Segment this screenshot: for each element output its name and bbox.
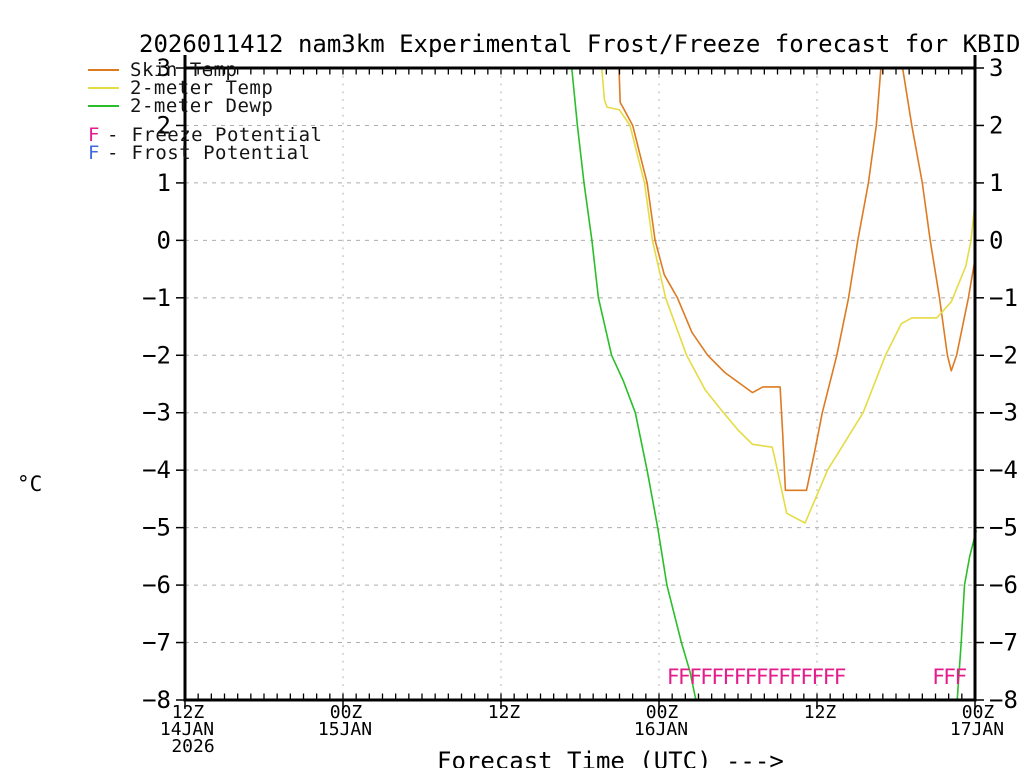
x-tick-label: 12Z (804, 702, 837, 723)
x-tick-year: 2026 (171, 736, 214, 757)
legend-label-2m-temp: 2-meter Temp (130, 77, 274, 99)
legend-label-2m-dewp: 2-meter Dewp (130, 95, 274, 117)
freeze-flag-separator: - (107, 124, 119, 146)
freeze-flag-symbol: F (88, 124, 100, 146)
x-tick-date: 14JAN (160, 719, 214, 740)
legend-label-freeze-potential: Freeze Potential (131, 124, 323, 146)
freeze-potential-marker: F (767, 665, 780, 689)
plot-frame (183, 66, 977, 702)
y-tick-label-left: −8 (142, 686, 171, 714)
freeze-potential-marker: F (823, 665, 836, 689)
x-tick-label: 12Z (172, 702, 205, 723)
freeze-potential-marker: F (932, 665, 945, 689)
legend: Skin Temp 2-meter Temp 2-meter Dewp F - … (88, 59, 323, 164)
y-tick-label-left: −1 (142, 284, 171, 312)
freeze-potential-marker: F (700, 665, 713, 689)
y-tick-label-left: −3 (142, 399, 171, 427)
freeze-potential-marker: F (789, 665, 802, 689)
series-line-2-meter-dewp (956, 530, 978, 701)
freeze-potential-marker: F (723, 665, 736, 689)
y-tick-label-left: 1 (157, 169, 171, 197)
freeze-potential-marker: F (689, 665, 702, 689)
y-tick-label-right: −8 (989, 686, 1018, 714)
y-tick-label-right: 3 (989, 54, 1003, 82)
2m-temp-line-swatch (88, 87, 119, 89)
frost-flag-symbol: F (88, 142, 100, 164)
x-axis-title: Forecast Time (UTC) ---> (437, 747, 784, 768)
y-tick-label-left: 0 (157, 226, 171, 254)
2m-dewp-line-swatch (88, 105, 119, 107)
legend-item-frost-potential: F - Frost Potential (88, 142, 322, 164)
legend-item-freeze-potential: F - Freeze Potential (88, 124, 323, 146)
y-tick-label-left: 2 (157, 111, 171, 139)
y-tick-label-right: −2 (989, 341, 1018, 369)
freeze-potential-marker: F (812, 665, 825, 689)
legend-item-2m-temp: 2-meter Temp (88, 77, 322, 99)
y-tick-label-right: −7 (989, 629, 1018, 657)
series-line-2-meter-temp (600, 68, 976, 524)
y-tick-label-left: −4 (142, 456, 171, 484)
freeze-potential-marker: F (955, 665, 968, 689)
y-axis-unit-label: °C (17, 472, 43, 496)
y-tick-label-right: 1 (989, 169, 1003, 197)
freeze-potential-marker: F (667, 665, 680, 689)
y-tick-label-right: −6 (989, 571, 1018, 599)
x-tick-date: 17JAN (950, 719, 1004, 740)
freeze-potential-marker: F (678, 665, 691, 689)
legend-flag-group: F - Freeze Potential F - Frost Potential (88, 124, 323, 164)
x-tick-date: 15JAN (318, 719, 372, 740)
frost-flag-separator: - (107, 142, 119, 164)
freeze-potential-marker: F (943, 665, 956, 689)
y-tick-label-left: −2 (142, 341, 171, 369)
x-tick-label: 00Z (646, 702, 679, 723)
y-tick-label-right: −3 (989, 399, 1018, 427)
y-tick-label-right: −5 (989, 514, 1018, 542)
freeze-potential-marker: F (800, 665, 813, 689)
y-tick-label-right: −1 (989, 284, 1018, 312)
y-tick-label-left: −5 (142, 514, 171, 542)
x-tick-label: 00Z (330, 702, 363, 723)
freeze-potential-marker: F (745, 665, 758, 689)
freeze-potential-marker: F (711, 665, 724, 689)
freeze-potential-marker: F (756, 665, 769, 689)
legend-label-frost-potential: Frost Potential (131, 142, 311, 164)
y-tick-label-left: 3 (157, 54, 171, 82)
y-tick-label-left: −7 (142, 629, 171, 657)
y-tick-label-right: −4 (989, 456, 1018, 484)
series-line-skin-temp (618, 68, 976, 492)
y-tick-label-right: 0 (989, 226, 1003, 254)
freeze-potential-marker: F (734, 665, 747, 689)
x-tick-label: 00Z (962, 702, 995, 723)
series-line-2-meter-dewp (570, 68, 697, 701)
legend-item-skin-temp: Skin Temp (88, 59, 322, 81)
skin-temp-line-swatch (88, 69, 119, 71)
freeze-potential-marker: F (778, 665, 791, 689)
legend-label-skin-temp: Skin Temp (130, 59, 238, 81)
y-tick-label-left: −6 (142, 571, 171, 599)
legend-item-2m-dewp: 2-meter Dewp (88, 95, 322, 117)
freeze-potential-marker: F (834, 665, 847, 689)
y-tick-label-right: 2 (989, 111, 1003, 139)
x-tick-label: 12Z (488, 702, 521, 723)
page-title: 2026011412 nam3km Experimental Frost/Fre… (139, 30, 1021, 58)
x-tick-date: 16JAN (634, 719, 688, 740)
